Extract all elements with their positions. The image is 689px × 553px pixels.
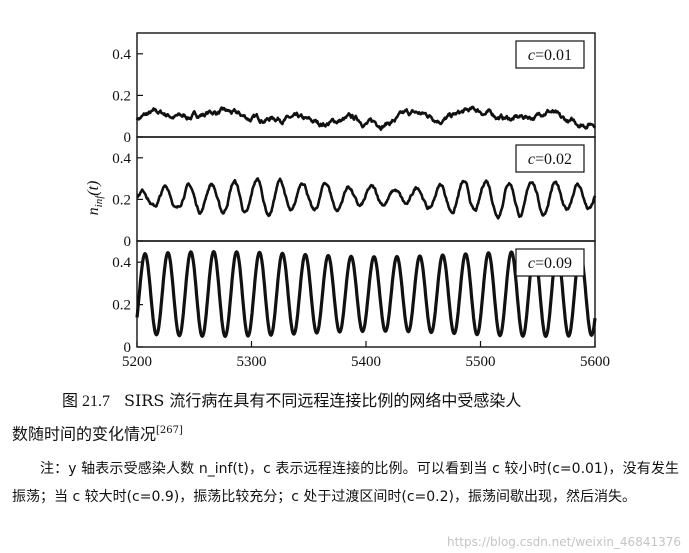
y-tick-label: 0.4: [112, 47, 131, 63]
x-tick-label: 5600: [580, 354, 610, 370]
panel-label-box: [515, 248, 585, 277]
y-axis-label-paren: (t): [85, 181, 102, 196]
y-tick-label: 0.4: [112, 151, 131, 167]
y-tick-label: 0.2: [112, 88, 131, 104]
x-tick-label: 5500: [466, 354, 496, 370]
panel-label-box: [515, 144, 585, 173]
x-tick-label: 5200: [122, 354, 152, 370]
series-line: [135, 250, 597, 338]
watermark: https://blog.csdn.net/weixin_46841376: [446, 535, 681, 549]
figure-note: 注：y 轴表示受感染人数 n_inf(t)，c 表示远程连接的比例。可以看到当 …: [12, 461, 679, 505]
y-tick-label: 0.2: [112, 298, 131, 314]
figure-caption: 图 21.7 SIRS 流行病在具有不同远程连接比例的网络中受感染人 数随时间的变…: [12, 386, 677, 448]
x-tick-label: 5300: [237, 354, 267, 370]
panel-label-box: [515, 40, 585, 69]
y-tick-label: 0.2: [112, 192, 131, 208]
y-tick-label: 0: [124, 340, 132, 356]
y-tick-label: 0: [124, 130, 132, 146]
y-axis-label: ninf(t): [85, 181, 105, 216]
y-axis-label-main: n: [85, 207, 102, 215]
caption-number: 图 21.7: [62, 393, 111, 410]
y-tick-label: 0: [124, 234, 132, 250]
series-line: [136, 177, 597, 220]
y-axis-label-sub: inf: [93, 194, 105, 208]
y-tick-label: 0.4: [112, 255, 131, 271]
caption-text-2: 数随时间的变化情况: [12, 424, 157, 444]
series-line: [135, 105, 597, 131]
panel-label: c=0.02: [528, 151, 572, 168]
x-tick-label: 5400: [351, 354, 381, 370]
caption-text: SIRS 流行病在具有不同远程连接比例的网络中受感染人: [124, 391, 522, 410]
panels: 0 0.2 0.4 c=0.01 0 0.2 0.4 c=0.02 0 0.2 0.4 c=0.09: [112, 32, 597, 356]
x-axis: 5200 5300 5400 5500 5600: [122, 341, 610, 370]
caption-reference: [267]: [156, 425, 183, 436]
panel-label: c=0.01: [528, 47, 572, 64]
panel-label: c=0.09: [528, 255, 572, 272]
